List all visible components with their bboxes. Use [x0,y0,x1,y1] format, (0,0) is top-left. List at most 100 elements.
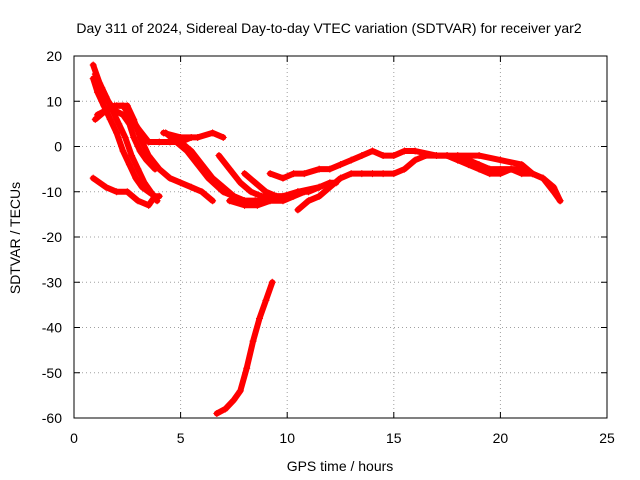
data-point-marker [315,192,323,200]
data-point-marker [119,147,127,155]
series-arc-9 [177,138,270,205]
data-point-marker [115,120,123,128]
data-point-marker [209,174,217,182]
data-point-marker [111,102,119,110]
data-point-marker [93,111,101,119]
data-point-marker [379,170,387,178]
data-point-marker [251,179,259,187]
data-point-marker [390,152,398,160]
data-point-marker [209,129,217,137]
y-tick-label: 20 [46,48,62,64]
data-point-marker [249,337,257,345]
data-point-marker [145,188,153,196]
data-point-marker [219,183,227,191]
data-point-marker [102,183,110,191]
data-point-marker [134,165,142,173]
data-point-marker [294,188,302,196]
data-point-marker [315,165,323,173]
data-point-marker [464,161,472,169]
data-point-marker [379,152,387,160]
x-tick-label: 5 [177,430,185,446]
data-point-marker [496,170,504,178]
y-tick-label: 10 [46,93,62,109]
data-point-marker [247,188,255,196]
data-point-marker [266,197,274,205]
data-point-marker [91,115,99,123]
data-point-marker [326,165,334,173]
x-tick-label: 25 [599,430,615,446]
plot-frame [73,55,608,419]
data-point-marker [507,165,515,173]
data-point-marker [125,161,133,169]
data-point-marker [198,188,206,196]
series-arc-13 [266,147,536,182]
data-point-marker [390,170,398,178]
series-trace [241,170,340,200]
data-point-marker [145,152,153,160]
data-point-marker [128,152,136,160]
x-tick-label: 15 [386,430,402,446]
x-tick-label: 0 [70,430,78,446]
data-point-marker [194,133,202,141]
y-tick-label: -40 [42,320,62,336]
data-point-marker [400,147,408,155]
data-point-marker [230,192,238,200]
y-tick-label: -30 [42,274,62,290]
series-trace [267,148,536,182]
x-tick-label: 20 [493,430,509,446]
data-point-marker [337,174,344,182]
data-point-marker [411,156,419,164]
series-arc-7 [160,129,227,141]
data-point-marker [253,201,261,209]
data-point-marker [400,165,408,173]
data-point-marker [422,152,430,160]
data-point-marker [221,405,229,413]
data-point-marker [226,165,234,173]
data-point-marker [119,111,127,119]
y-tick-label: -60 [42,410,62,426]
data-point-marker [241,201,249,209]
y-tick-label: -20 [42,229,62,245]
data-point-marker [315,183,323,191]
data-point-marker [368,170,376,178]
series-arc-8 [162,129,259,205]
data-point-marker [132,174,140,182]
data-point-marker [121,133,129,141]
series-trace [92,71,158,173]
y-tick-label: 0 [54,139,62,155]
data-point-marker [113,129,121,137]
data-point-marker [98,84,106,92]
y-tick-labels: -60 -50 -40 -30 -20 -10 0 10 20 [42,48,62,426]
data-point-marker [187,183,195,191]
data-point-marker [209,197,217,205]
data-point-marker [226,197,234,205]
data-point-marker [411,147,419,155]
data-point-marker [556,197,564,205]
data-point-marker [305,197,313,205]
data-point-marker [283,192,291,200]
data-point-marker [347,170,355,178]
data-point-marker [113,188,121,196]
data-point-marker [358,170,366,178]
data-point-marker [279,174,287,182]
y-tick-label: -10 [42,184,62,200]
data-point-marker [255,314,263,322]
data-point-marker [155,138,163,146]
data-point-marker [187,147,195,155]
data-point-marker [236,179,244,187]
data-point-marker [236,387,244,395]
data-point-marker [294,206,302,214]
series-trace [90,75,163,200]
data-point-marker [162,129,170,137]
series-arc-2 [89,75,163,200]
chart-title: Day 311 of 2024, Sidereal Day-to-day VTE… [76,20,581,36]
data-point-marker [130,133,138,141]
data-point-marker [138,183,146,191]
x-tick-label: 10 [279,430,295,446]
x-axis-label: GPS time / hours [287,458,394,474]
data-point-marker [273,192,281,200]
data-point-marker [262,188,270,196]
data-point-marker [443,152,451,160]
x-tick-labels: 0 5 10 15 20 25 [70,430,615,446]
data-point-marker [347,156,355,164]
